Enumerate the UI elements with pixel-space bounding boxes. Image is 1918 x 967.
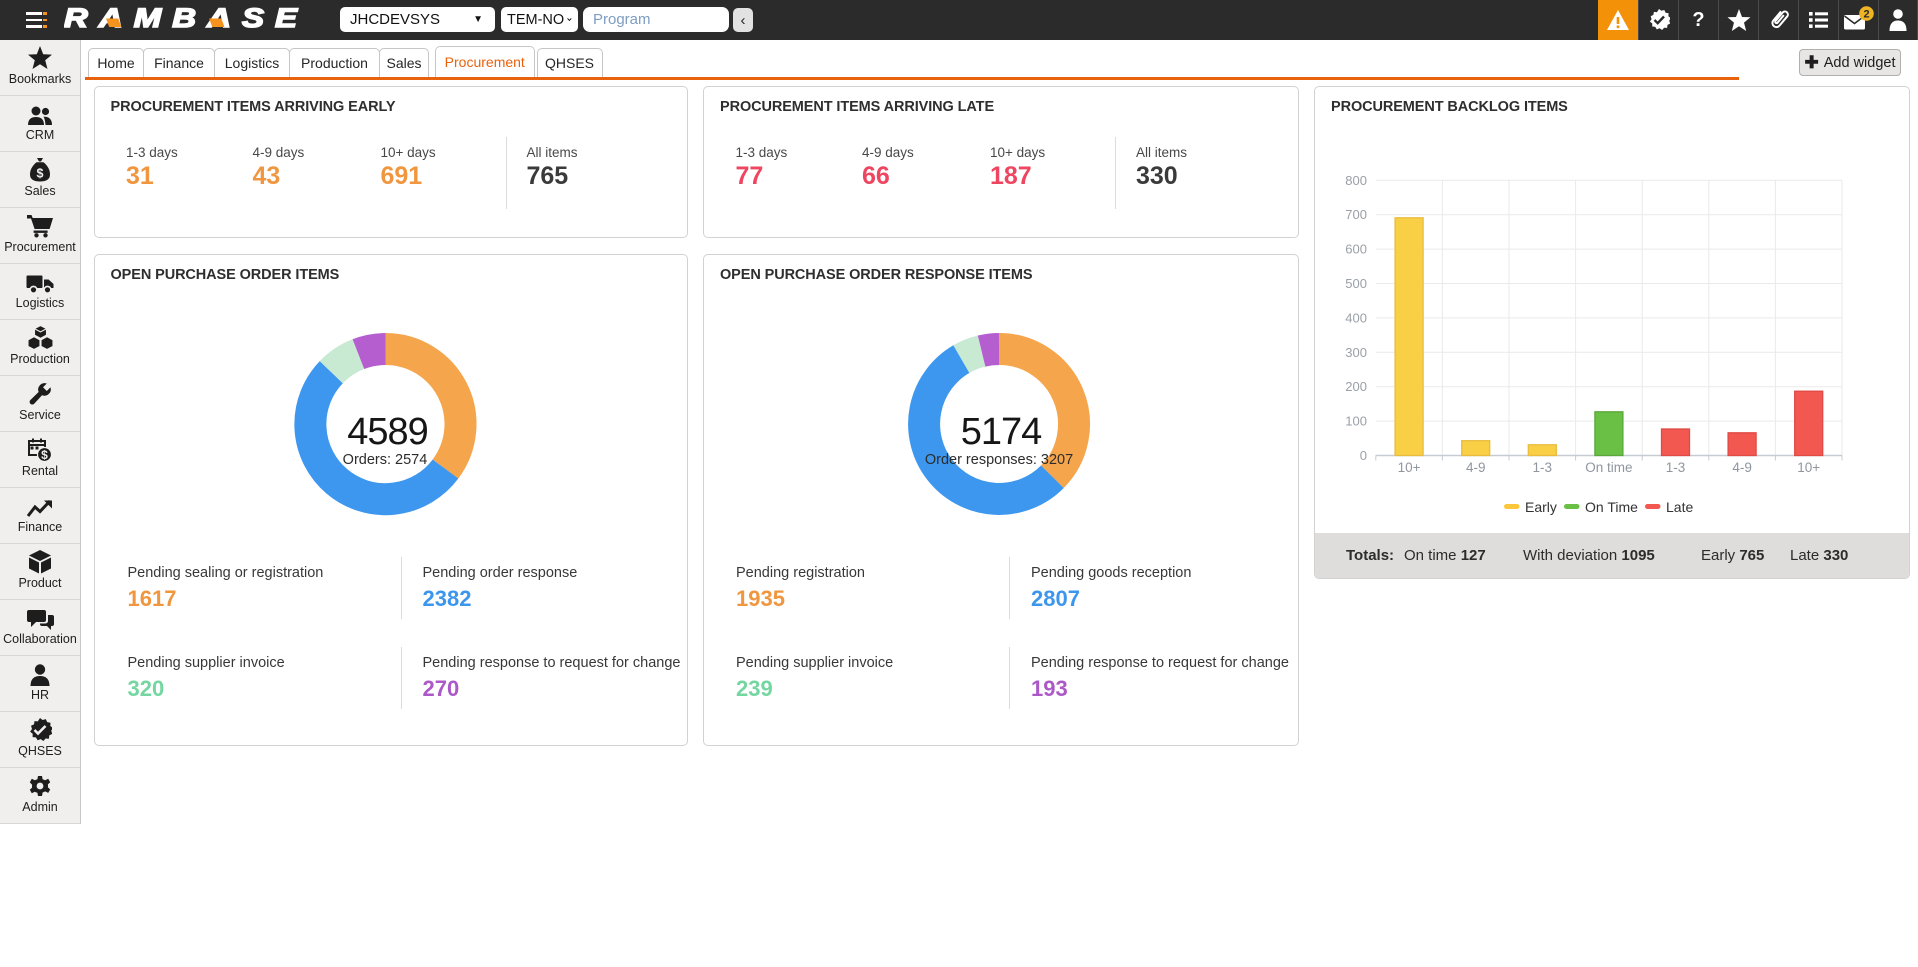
svg-text:4-9: 4-9 <box>1732 460 1752 475</box>
svg-text:10+: 10+ <box>1797 460 1820 475</box>
svg-text:10+: 10+ <box>1398 460 1421 475</box>
svg-text:1-3: 1-3 <box>1533 460 1553 475</box>
svg-text:500: 500 <box>1345 276 1367 291</box>
svg-text:100: 100 <box>1345 413 1367 428</box>
svg-text:700: 700 <box>1345 207 1367 222</box>
svg-text:800: 800 <box>1345 172 1367 187</box>
svg-text:$: $ <box>41 448 48 462</box>
svg-text:RAMBASE: RAMBASE <box>64 4 301 34</box>
svg-text:200: 200 <box>1345 379 1367 394</box>
svg-text:600: 600 <box>1345 241 1367 256</box>
svg-text:0: 0 <box>1360 448 1367 463</box>
svg-text:On Time: On Time <box>1585 499 1638 515</box>
svg-text:2: 2 <box>1863 9 1869 21</box>
svg-text:$: $ <box>37 167 44 181</box>
svg-text:400: 400 <box>1345 310 1367 325</box>
svg-text:1-3: 1-3 <box>1666 460 1686 475</box>
svg-text:On time: On time <box>1585 460 1632 475</box>
svg-text:300: 300 <box>1345 344 1367 359</box>
svg-text:Late: Late <box>1666 499 1693 515</box>
svg-text:4-9: 4-9 <box>1466 460 1486 475</box>
svg-text:Early: Early <box>1525 499 1557 515</box>
